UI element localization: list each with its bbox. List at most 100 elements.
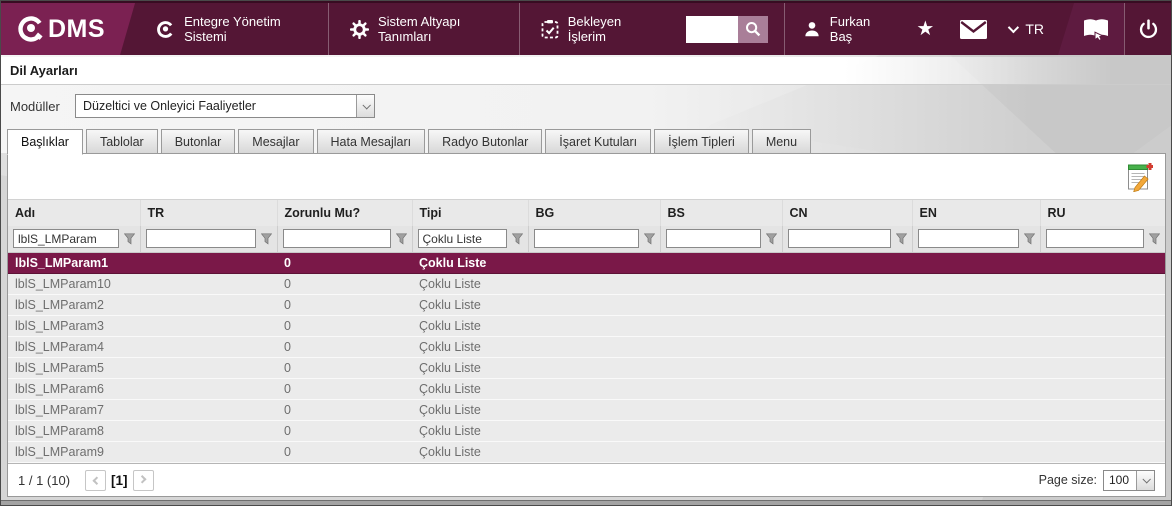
help-manual-button[interactable] (1058, 3, 1125, 55)
filter-input-ru[interactable] (1045, 229, 1144, 249)
nav-divider (1124, 3, 1126, 55)
user-menu[interactable]: Furkan Baş (785, 3, 904, 55)
previous-page-button[interactable] (85, 469, 107, 491)
filter-funnel-icon[interactable] (395, 233, 407, 245)
brand-text: DMS (48, 14, 106, 43)
chevron-right-icon (138, 475, 147, 484)
nav-item-label: Entegre Yönetim Sistemi (184, 14, 281, 44)
table-row[interactable]: lblS_LMParam4 0 Çoklu Liste (8, 336, 1165, 359)
grid-header-row: Adı TR Zorunlu Mu? Tipi BG BS CN EN RU (8, 199, 1165, 226)
nav-search (685, 3, 768, 55)
filter-funnel-icon[interactable] (123, 233, 135, 245)
table-row[interactable]: lblS_LMParam6 0 Çoklu Liste (8, 378, 1165, 401)
pagination-bar: 1 / 1 (10) [1] Page size: 100 (8, 463, 1165, 496)
table-row[interactable]: lblS_LMParam10 0 Çoklu Liste (8, 273, 1165, 296)
pagination-info: 1 / 1 (10) (18, 472, 71, 488)
modules-row: Modüller Düzeltici ve Onleyici Faaliyetl… (0, 92, 1172, 120)
grid-filter-row (8, 225, 1165, 254)
page-size-select[interactable]: 100 (1103, 469, 1155, 491)
logout-button[interactable] (1125, 3, 1172, 55)
nav-divider (783, 3, 785, 55)
filter-input-cn[interactable] (787, 229, 891, 249)
power-icon (1138, 18, 1159, 40)
filter-input-tr[interactable] (145, 229, 256, 249)
tab-radyo-butonlar[interactable]: Radyo Butonlar (428, 129, 543, 154)
next-page-button[interactable] (132, 469, 154, 491)
tab-menu[interactable]: Menu (751, 129, 812, 154)
tab-mesajlar[interactable]: Mesajlar (238, 129, 314, 154)
column-header-tipi[interactable]: Tipi (412, 199, 529, 226)
table-row[interactable]: lblS_LMParam7 0 Çoklu Liste (8, 399, 1165, 422)
table-row[interactable]: lblS_LMParam5 0 Çoklu Liste (8, 357, 1165, 380)
open-book-icon (1082, 17, 1110, 41)
tab-basliklar[interactable]: Başlıklar (7, 129, 83, 155)
column-header-ru[interactable]: RU (1040, 199, 1165, 226)
tab-butonlar[interactable]: Butonlar (160, 129, 236, 154)
table-row[interactable]: lblS_LMParam9 0 Çoklu Liste (8, 441, 1165, 464)
nav-item-sistem-altyapi-tanimlari[interactable]: Sistem Altyapı Tanımları (329, 3, 519, 55)
filter-funnel-icon[interactable] (895, 233, 907, 245)
tab-tablolar[interactable]: Tablolar (85, 129, 158, 154)
star-icon: ★ (916, 18, 935, 40)
tab-islem-tipleri[interactable]: İşlem Tipleri (654, 129, 749, 154)
column-header-bs[interactable]: BS (660, 199, 783, 226)
tab-isaret-kutulari[interactable]: İşaret Kutuları (545, 129, 652, 154)
filter-funnel-icon[interactable] (765, 233, 777, 245)
tab-strip: Başlıklar Tablolar Butonlar Mesajlar Hat… (7, 128, 814, 155)
column-header-tr[interactable]: TR (140, 199, 278, 226)
filter-funnel-icon[interactable] (1023, 233, 1035, 245)
filter-input-bg[interactable] (533, 229, 639, 249)
messages-button[interactable] (947, 3, 1000, 55)
window-bottom-edge (0, 500, 1172, 506)
current-page: [1] (111, 472, 128, 488)
column-header-en[interactable]: EN (912, 199, 1041, 226)
nav-right-icons: ★ TR (903, 3, 1172, 55)
clipboard-check-icon (541, 19, 559, 39)
nav-item-bekleyen-islerim[interactable]: Bekleyen İşlerim (520, 3, 670, 55)
language-settings-grid: Adı TR Zorunlu Mu? Tipi BG BS CN EN RU (8, 199, 1165, 464)
qdms-logo[interactable]: DMS (0, 3, 135, 55)
mail-icon (960, 19, 988, 39)
filter-input-bs[interactable] (665, 229, 761, 249)
search-button[interactable] (737, 15, 768, 43)
edit-records-button[interactable] (1126, 161, 1153, 192)
column-header-zorunlu-mu[interactable]: Zorunlu Mu? (277, 199, 413, 226)
search-input[interactable] (685, 15, 738, 43)
filter-input-tipi[interactable] (417, 229, 507, 249)
modules-label: Modüller (10, 98, 60, 114)
nav-divider (518, 3, 520, 55)
qdms-logo-icon (16, 14, 46, 44)
user-icon (803, 20, 821, 38)
search-icon (745, 21, 761, 37)
nav-item-label: Sistem Altyapı Tanımları (377, 14, 461, 44)
page-size-label: Page size: (1038, 473, 1097, 488)
filter-input-zorunlu-mu[interactable] (282, 229, 391, 249)
qdms-circle-icon (156, 20, 175, 39)
modules-selected-value: Düzeltici ve Onleyici Faaliyetler (83, 99, 256, 113)
filter-input-adi[interactable] (13, 229, 119, 249)
edit-note-icon (1126, 161, 1153, 192)
filter-funnel-icon[interactable] (260, 233, 272, 245)
dropdown-button[interactable] (356, 95, 374, 117)
modules-select[interactable]: Düzeltici ve Onleyici Faaliyetler (75, 94, 375, 118)
top-nav-bar: DMS Entegre Yönetim Sistemi Sistem Alt (0, 0, 1172, 55)
favorites-button[interactable]: ★ (903, 3, 947, 55)
column-header-adi[interactable]: Adı (8, 199, 141, 226)
column-header-bg[interactable]: BG (528, 199, 661, 226)
table-row[interactable]: lblS_LMParam2 0 Çoklu Liste (8, 294, 1165, 317)
table-row[interactable]: lblS_LMParam3 0 Çoklu Liste (8, 315, 1165, 338)
filter-funnel-icon[interactable] (1149, 233, 1160, 245)
filter-input-en[interactable] (917, 229, 1019, 249)
dropdown-button[interactable] (1136, 470, 1154, 490)
grid-toolbar (8, 154, 1165, 200)
tab-hata-mesajlari[interactable]: Hata Mesajları (316, 129, 426, 154)
filter-funnel-icon[interactable] (643, 233, 655, 245)
column-header-cn[interactable]: CN (782, 199, 913, 226)
gear-icon (349, 19, 369, 39)
filter-funnel-icon[interactable] (511, 233, 523, 245)
language-selector[interactable]: TR (1000, 3, 1058, 55)
table-row[interactable]: lblS_LMParam1 0 Çoklu Liste (8, 252, 1165, 275)
table-row[interactable]: lblS_LMParam8 0 Çoklu Liste (8, 420, 1165, 443)
nav-item-entegre-yonetim-sistemi[interactable]: Entegre Yönetim Sistemi (135, 3, 328, 55)
nav-divider (328, 3, 329, 55)
